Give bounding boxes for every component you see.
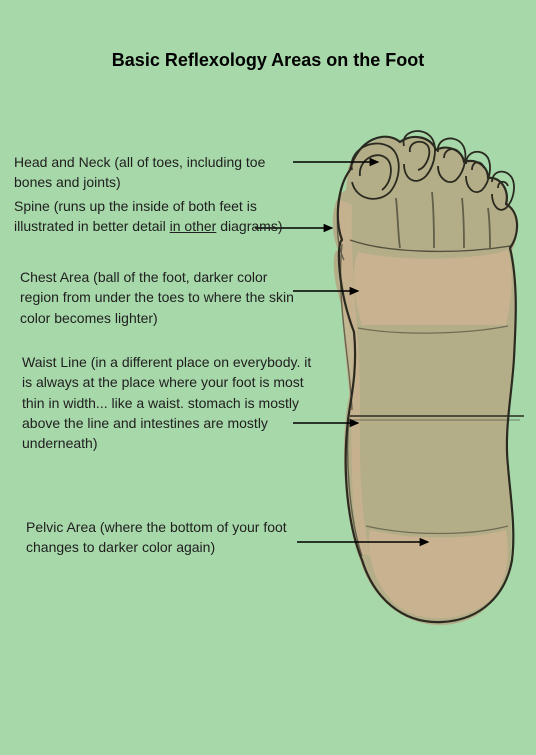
region-chest bbox=[354, 250, 512, 325]
label-waist: Waist Line (in a different place on ever… bbox=[22, 352, 312, 453]
label-pelvic: Pelvic Area (where the bottom of your fo… bbox=[26, 517, 306, 558]
diagram-canvas: Basic Reflexology Areas on the Foot Head… bbox=[0, 0, 536, 755]
label-spine: Spine (runs up the inside of both feet i… bbox=[14, 196, 314, 237]
label-chest: Chest Area (ball of the foot, darker col… bbox=[20, 267, 300, 328]
diagram-title: Basic Reflexology Areas on the Foot bbox=[0, 50, 536, 71]
label-head-neck: Head and Neck (all of toes, including to… bbox=[14, 152, 294, 193]
